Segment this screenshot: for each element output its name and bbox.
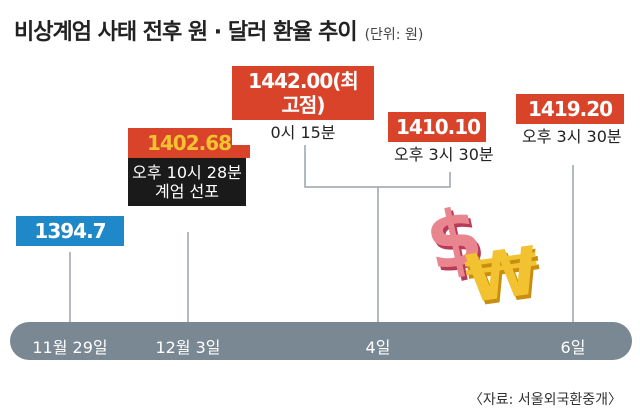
connector-elbow	[304, 132, 451, 188]
value-label: 1419.20	[516, 94, 624, 124]
date-tick: 4일	[365, 338, 391, 357]
value-label: 1402.68	[128, 128, 250, 158]
date-axis-bar	[10, 322, 632, 360]
point-4: 1410.10 오후 3시 30분	[388, 112, 500, 168]
source-label: 〈자료: 서울외국환중개〉	[468, 392, 622, 408]
point-3: 1442.00(최고점) 0시 15분	[232, 66, 374, 146]
date-tick: 11월 29일	[32, 338, 108, 357]
svg-text:₩: ₩	[461, 232, 544, 318]
value-label: 1442.00(최고점)	[232, 66, 374, 120]
date-tick: 12월 3일	[155, 338, 221, 357]
time-note: 0시 15분	[232, 120, 374, 146]
value-label: 1410.10	[388, 112, 486, 142]
point-5: 1419.20 오후 3시 30분	[516, 94, 628, 150]
svg-text:₩: ₩	[464, 236, 547, 322]
chart-title: 비상계엄 사태 전후 원 · 달러 환율 추이 (단위: 원)	[14, 20, 424, 45]
time-note: 오후 3시 30분	[388, 142, 500, 168]
event-note: 오후 10시 28분 계엄 선포	[128, 158, 246, 207]
time-note: 오후 3시 30분	[516, 124, 628, 150]
date-tick: 6일	[560, 338, 586, 357]
point-1: 1394.7	[16, 216, 124, 246]
point-2: 1402.68 오후 10시 28분 계엄 선포	[128, 128, 250, 207]
connector-lines	[69, 132, 574, 322]
currency-icon: $ $ ₩ ₩	[418, 190, 546, 322]
unit-label: (단위: 원)	[364, 27, 424, 43]
value-label: 1394.7	[16, 216, 124, 246]
